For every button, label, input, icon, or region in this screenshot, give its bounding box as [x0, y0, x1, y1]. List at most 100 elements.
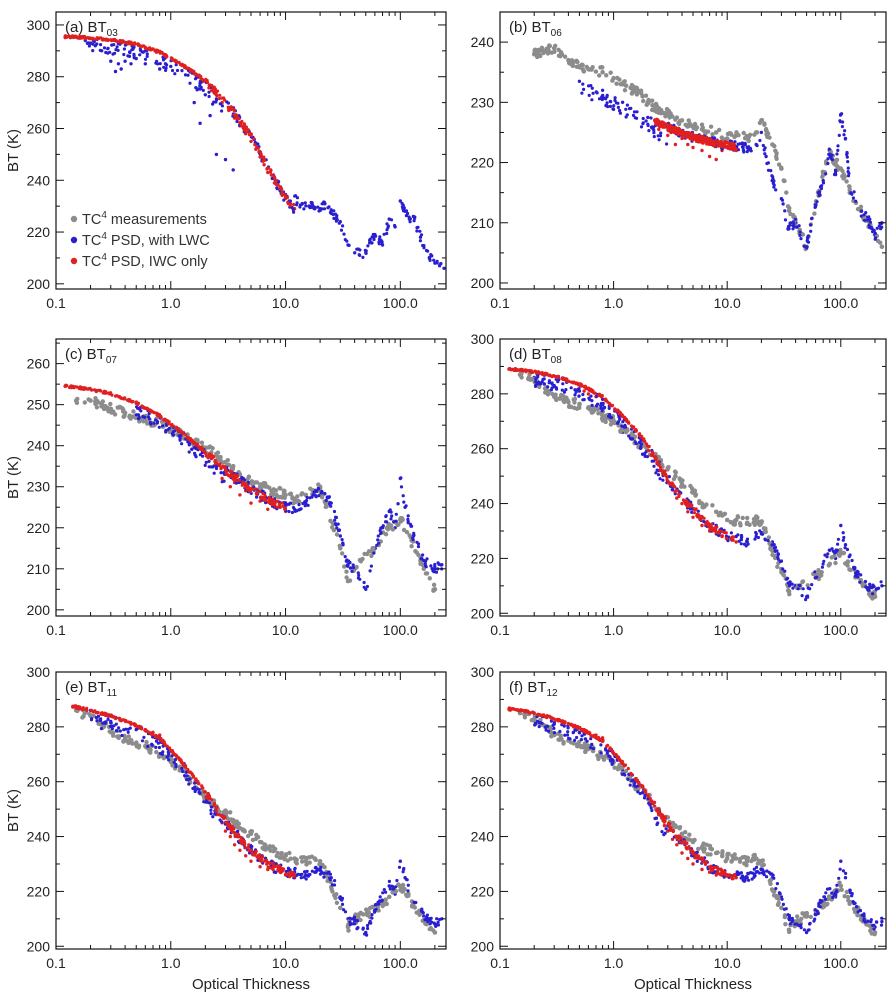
scatter-dot: [652, 131, 656, 135]
scatter-dot: [641, 122, 645, 126]
scatter-dot: [576, 405, 581, 411]
data-point: [650, 103, 655, 108]
scatter-dot: [772, 179, 776, 183]
scatter-dot: [334, 532, 340, 537]
scatter-dot: [165, 63, 169, 67]
scatter-dot: [432, 258, 436, 262]
legend-entry: TC4 PSD, IWC only: [82, 252, 208, 270]
scatter-dot: [213, 458, 217, 462]
scatter-dot: [280, 187, 284, 191]
scatter-dot: [570, 62, 575, 68]
scatter-dot: [126, 734, 131, 739]
scatter-dot: [406, 521, 410, 525]
scatter-dot: [673, 117, 678, 122]
scatter-dot: [620, 424, 624, 428]
scatter-dot: [406, 514, 410, 518]
scatter-dot: [392, 520, 396, 524]
data-point: [220, 476, 224, 481]
x-tick-label: 0.1: [490, 295, 510, 311]
scatter-dot: [561, 377, 565, 381]
scatter-dot: [394, 519, 398, 523]
data-point: [113, 69, 118, 74]
scatter-dot: [291, 506, 296, 510]
scatter-dot: [116, 735, 122, 741]
scatter-dot: [120, 733, 124, 738]
y-tick-label: 260: [27, 774, 51, 790]
scatter-dot: [832, 553, 837, 559]
scatter-dot: [99, 43, 103, 47]
scatter-dot: [717, 142, 721, 146]
scatter-dot: [255, 145, 259, 150]
scatter-dot: [275, 505, 279, 509]
scatter-dot: [590, 86, 594, 90]
scatter-dot: [368, 239, 372, 243]
scatter-dot: [133, 42, 137, 46]
scatter-dot: [199, 440, 205, 445]
scatter-dot: [851, 196, 856, 200]
scatter-dot: [756, 535, 761, 540]
scatter-dot: [422, 246, 426, 250]
scatter-dot: [421, 553, 425, 557]
scatter-dot: [297, 503, 301, 507]
scatter-dot: [136, 406, 140, 410]
scatter-dot: [304, 877, 308, 881]
scatter-dot: [810, 583, 814, 587]
scatter-dot: [761, 143, 765, 148]
scatter-dot: [215, 450, 221, 455]
data-point: [582, 389, 586, 393]
scatter-dot: [558, 50, 564, 55]
scatter-dot: [396, 502, 400, 506]
scatter-dot: [187, 782, 191, 786]
scatter-dot: [108, 401, 113, 407]
scatter-dot: [842, 535, 846, 540]
scatter-dot: [597, 392, 602, 396]
scatter-dot: [159, 51, 163, 55]
scatter-dot: [701, 135, 705, 139]
scatter-dot: [806, 586, 810, 590]
scatter-dot: [773, 549, 777, 554]
data-point: [398, 859, 402, 863]
scatter-dot: [759, 530, 763, 534]
data-point: [266, 507, 270, 511]
scatter-dot: [269, 169, 273, 173]
scatter-dot: [137, 415, 141, 420]
panel-f: 0.1 1.0 10.0 100.0200220240260280300Optical…: [471, 664, 887, 993]
scatter-dot: [95, 398, 100, 404]
scatter-dot: [540, 372, 544, 376]
scatter-dot: [799, 237, 803, 241]
scatter-dot: [154, 733, 158, 737]
scatter-dot: [372, 551, 376, 555]
x-tick-label: 0.1: [46, 955, 66, 971]
x-tick-label: 0.1: [490, 622, 510, 638]
scatter-dot: [774, 156, 779, 161]
scatter-dot: [650, 125, 654, 129]
scatter-dot: [178, 437, 182, 441]
scatter-dot: [284, 195, 288, 199]
scatter-dot: [685, 132, 689, 136]
scatter-dot: [660, 120, 664, 124]
scatter-dot: [299, 507, 303, 511]
scatter-dot: [358, 911, 364, 916]
scatter-dot: [616, 105, 621, 109]
scatter-dot: [209, 812, 213, 816]
scatter-dot: [121, 739, 126, 744]
scatter-dot: [544, 371, 548, 375]
scatter-dot: [213, 92, 217, 96]
scatter-dot: [281, 488, 286, 493]
scatter-dot: [90, 717, 94, 721]
scatter-dot: [643, 93, 649, 98]
scatter-dot: [404, 504, 408, 508]
scatter-dot: [329, 208, 333, 212]
scatter-dot: [411, 536, 415, 540]
scatter-dot: [812, 211, 817, 216]
scatter-dot: [333, 518, 337, 522]
scatter-dot: [374, 234, 378, 238]
scatter-dot: [308, 206, 312, 210]
scatter-dot: [123, 40, 128, 44]
scatter-dot: [293, 509, 297, 513]
scatter-dot: [577, 401, 582, 406]
scatter-density: [507, 366, 883, 602]
scatter-dot: [852, 565, 856, 570]
scatter-dot: [365, 584, 369, 589]
data-point: [680, 136, 684, 141]
